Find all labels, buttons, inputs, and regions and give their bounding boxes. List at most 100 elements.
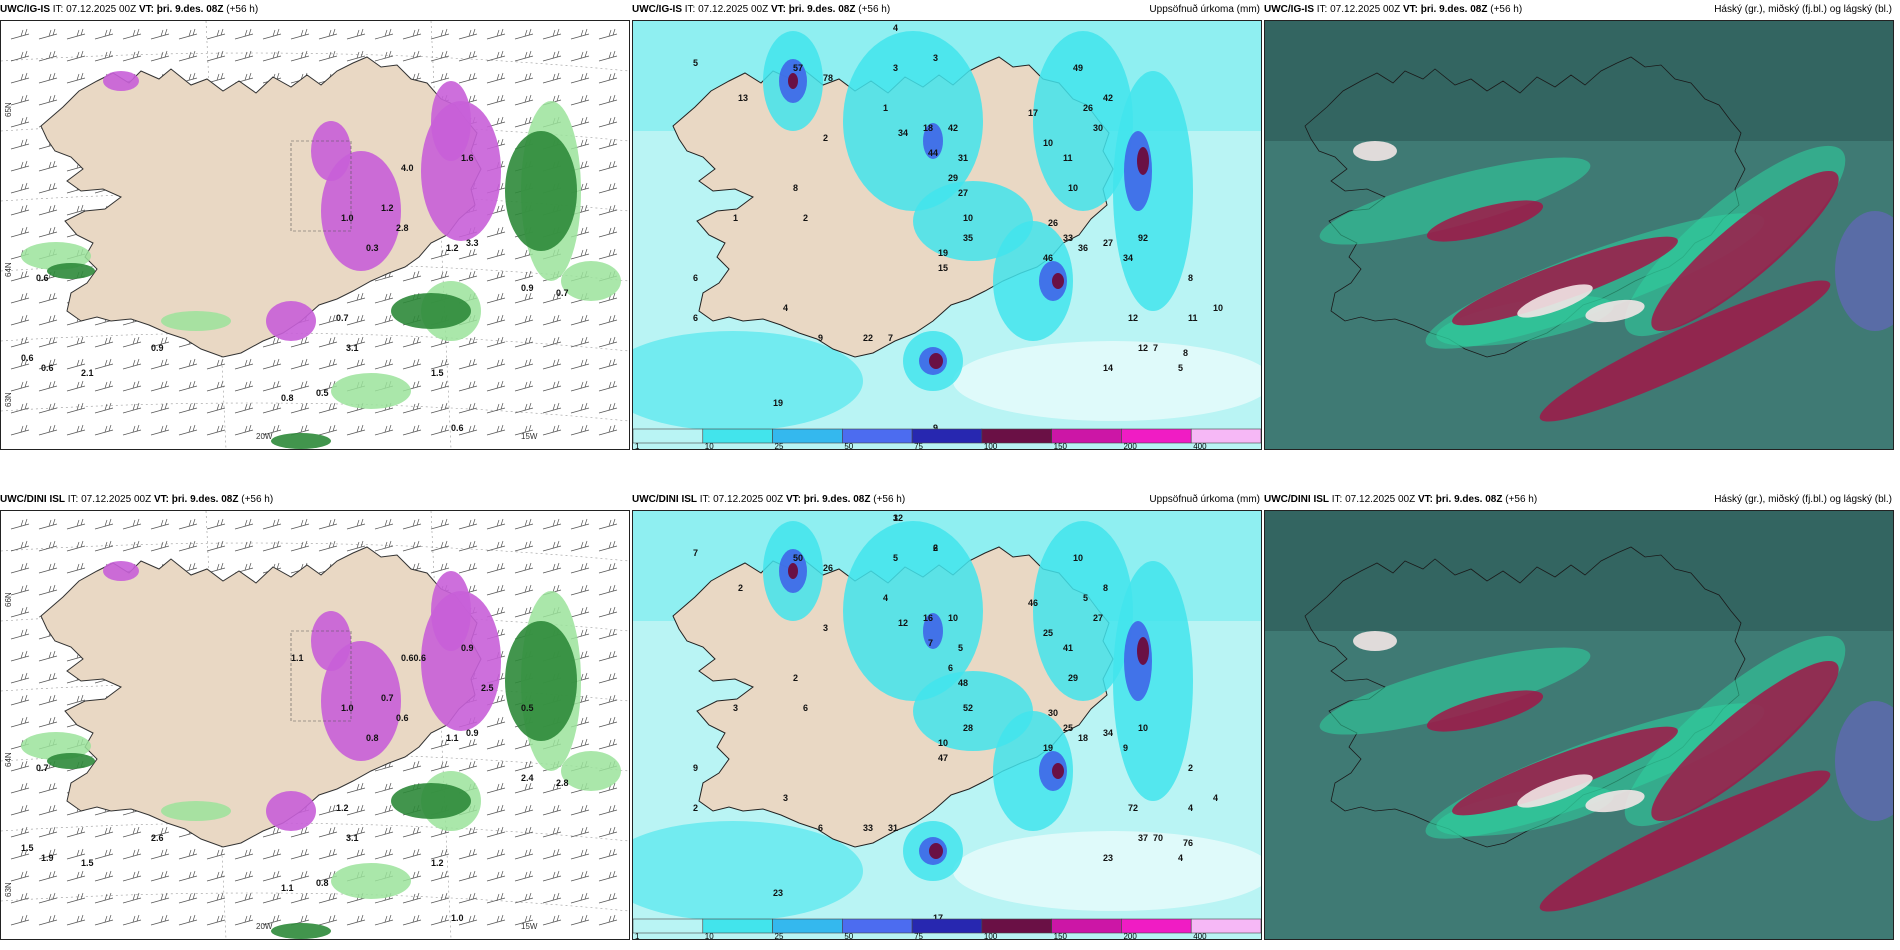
- precip-value-label: 3: [823, 623, 828, 633]
- map-area[interactable]: 0.7 1.5 1.9 1.5 2.6 1.2 0.8 1.0 2.4 2.8 0.9 0.7 0.8 0…: [0, 510, 630, 940]
- map-area[interactable]: [1264, 20, 1894, 450]
- precip-value-label: 34: [1123, 253, 1133, 263]
- colorbar-segment: [982, 429, 1052, 443]
- precip-value-label: 1.0: [341, 213, 354, 223]
- precip-value-label: 6: [803, 703, 808, 713]
- precip-value-label: 31: [888, 823, 898, 833]
- run-name: UWC/DINI ISL: [0, 494, 65, 505]
- map-area[interactable]: 0.6 0.6 0.6 2.1 0.9 0.7 0.5 0.6 0.9 0.7 1.6 1.2 0.3 2…: [0, 20, 630, 450]
- precip-darkgreen-area: [47, 753, 95, 769]
- cloud-dense-area: [1353, 631, 1397, 651]
- precip-value-label: 8: [1183, 348, 1188, 358]
- valid-time-label: VT:: [1418, 494, 1433, 505]
- precip-green-area: [331, 373, 411, 409]
- precip-value-label: 1.2: [446, 243, 459, 253]
- panel-igis-precip: UWC/IG-IS IT: 07.12.2025 00Z VT: þri. 9.…: [632, 0, 1262, 450]
- precip-value-label: 3: [733, 703, 738, 713]
- colorbar-label: 75: [914, 932, 923, 939]
- precip-value-label: 2.5: [481, 683, 494, 693]
- panel-header: UWC/DINI ISL IT: 07.12.2025 00Z VT: þri.…: [632, 490, 1262, 510]
- precip-value-label: 0.5: [316, 388, 329, 398]
- colorbar-segment: [912, 429, 982, 443]
- precip-value-label: 49: [1073, 63, 1083, 73]
- run-name: UWC/DINI ISL: [1264, 494, 1329, 505]
- precip-value-label: 4: [783, 303, 788, 313]
- precip-value-label: 10: [938, 738, 948, 748]
- colorbar-segment: [912, 919, 982, 933]
- init-time: IT: 07.12.2025 00Z: [53, 4, 136, 15]
- precip-value-label: 48: [958, 678, 968, 688]
- precip-value-label: 2: [793, 673, 798, 683]
- precip-value-label: 4: [893, 23, 898, 33]
- precip-value-label: 0.8: [281, 393, 294, 403]
- precip-value-label: 2: [738, 583, 743, 593]
- precip-value-label: 5: [693, 58, 698, 68]
- axis-tick-label: 20W: [256, 432, 273, 441]
- lead-time: (+56 h): [1505, 494, 1537, 505]
- precip-value-label: 4: [1213, 793, 1218, 803]
- precip-value-label: 46: [1028, 598, 1038, 608]
- precip-extreme-area: [1052, 273, 1064, 289]
- colorbar-segment: [1121, 919, 1191, 933]
- precip-darkgreen-area: [505, 131, 577, 251]
- precip-value-label: 10: [1043, 138, 1053, 148]
- precip-value-label: 0.5: [521, 703, 534, 713]
- map-area[interactable]: 4 3 5 3 13 1 2 8 1 6 6 2 4 9 7 22 19 9 78 57 34 18 42 44 31 29 27 4…: [632, 20, 1262, 450]
- precip-value-label: 13: [738, 93, 748, 103]
- map-area[interactable]: 12 6 7 5 2 4 3 2 3 9 2 6 3 6 31 33 23 17 26 50 12 16 10 7 5 6 48 10…: [632, 510, 1262, 940]
- precip-green-area: [161, 801, 231, 821]
- precip-heavy-area: [1124, 621, 1152, 701]
- precip-value-label: 10: [1073, 553, 1083, 563]
- panel-header: UWC/IG-IS IT: 07.12.2025 00Z VT: þri. 9.…: [1264, 0, 1894, 20]
- precip-extreme-area: [1052, 763, 1064, 779]
- axis-tick-label: 20W: [256, 922, 273, 931]
- colorbar-segment: [633, 919, 703, 933]
- precip-value-label: 34: [898, 128, 908, 138]
- precip-value-label: 0.9: [461, 643, 474, 653]
- precip-value-label: 42: [948, 123, 958, 133]
- map-title: Háský (gr.), miðský (fj.bl.) og lágský (…: [1714, 0, 1892, 20]
- precip-value-label: 0.6: [41, 363, 54, 373]
- precip-value-label: 7: [693, 548, 698, 558]
- colorbar-label: 150: [1054, 932, 1068, 939]
- precip-value-label: 5: [958, 643, 963, 653]
- precip-value-label: 1.0: [451, 913, 464, 923]
- precip-darkgreen-area: [271, 923, 331, 939]
- axis-tick-label: 63N: [4, 392, 13, 407]
- valid-time-label: VT:: [771, 4, 786, 15]
- panel-header: UWC/IG-IS IT: 07.12.2025 00Z VT: þri. 9.…: [0, 0, 630, 20]
- precip-value-label: 0.6: [21, 353, 34, 363]
- precip-value-label: 19: [938, 248, 948, 258]
- colorbar-label: 200: [1123, 442, 1137, 449]
- precip-value-label: 7: [888, 333, 893, 343]
- precip-value-label: 47: [938, 753, 948, 763]
- precip-value-label: 0.9: [521, 283, 534, 293]
- precip-purple-area: [103, 71, 139, 91]
- panel-dini-precip: UWC/DINI ISL IT: 07.12.2025 00Z VT: þri.…: [632, 490, 1262, 940]
- precip-value-label: 42: [1103, 93, 1113, 103]
- precip-value-label: 27: [1103, 238, 1113, 248]
- run-name: UWC/DINI ISL: [632, 494, 697, 505]
- run-name: UWC/IG-IS: [1264, 4, 1314, 15]
- precip-value-label: 3.1: [346, 343, 359, 353]
- lead-time: (+56 h): [858, 4, 890, 15]
- valid-time-label: VT:: [154, 494, 169, 505]
- panel-igis-cloud: UWC/IG-IS IT: 07.12.2025 00Z VT: þri. 9.…: [1264, 0, 1894, 450]
- colorbar-label: 75: [914, 442, 923, 449]
- precip-value-label: 27: [1093, 613, 1103, 623]
- valid-time-label: VT:: [1403, 4, 1418, 15]
- wind-map: 0.60.60.6 2.10.90.70.50.60.9 0.71.61.20.32…: [1, 21, 629, 449]
- precip-value-label: 0.8: [366, 733, 379, 743]
- precip-value-label: 18: [1078, 733, 1088, 743]
- colorbar-label: 100: [984, 932, 998, 939]
- precip-value-label: 23: [773, 888, 783, 898]
- colorbar-label: 200: [1123, 932, 1137, 939]
- precip-value-label: 7: [1153, 343, 1158, 353]
- precip-value-label: 1: [733, 213, 738, 223]
- precip-value-label: 2: [1188, 763, 1193, 773]
- map-area[interactable]: [1264, 510, 1894, 940]
- precip-darkgreen-area: [47, 263, 95, 279]
- precip-value-label: 36: [1078, 243, 1088, 253]
- precip-purple-area: [311, 121, 351, 181]
- axis-tick-label: 64N: [4, 752, 13, 767]
